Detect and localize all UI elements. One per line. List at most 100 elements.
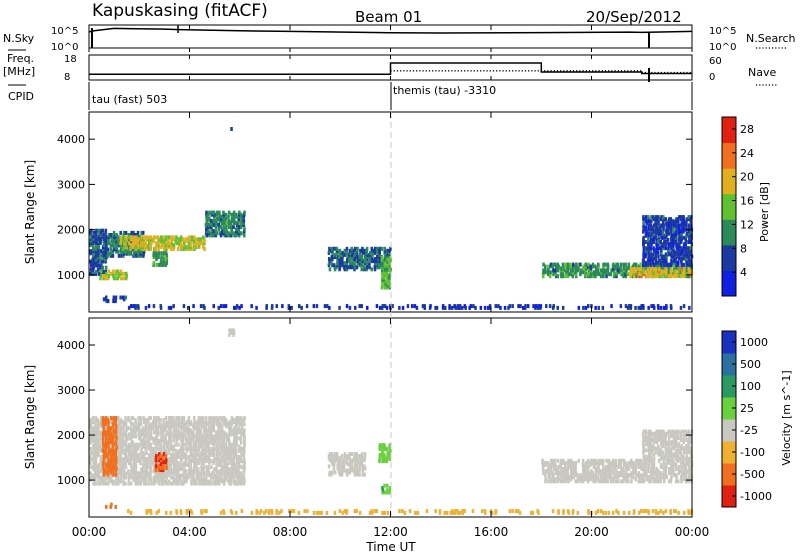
heatmap-cell bbox=[338, 257, 341, 262]
heatmap-cell bbox=[646, 267, 650, 272]
heatmap-cell bbox=[434, 509, 437, 514]
heatmap-cell bbox=[210, 477, 213, 482]
heatmap-cell bbox=[657, 429, 661, 434]
heatmap-cell bbox=[669, 431, 673, 436]
heatmap-cell bbox=[474, 305, 477, 310]
heatmap-cell bbox=[117, 481, 120, 486]
heatmap-cell bbox=[649, 267, 653, 272]
heatmap-cell bbox=[655, 448, 658, 453]
heatmap-cell bbox=[605, 274, 608, 279]
heatmap-cell bbox=[660, 260, 663, 265]
heatmap-cell bbox=[352, 466, 356, 471]
heatmap-cell bbox=[551, 471, 554, 476]
heatmap-cell bbox=[336, 464, 339, 469]
heatmap-cell bbox=[200, 481, 204, 486]
heatmap-cell bbox=[109, 460, 113, 465]
heatmap-cell bbox=[547, 479, 550, 484]
heatmap-cell bbox=[144, 418, 147, 423]
heatmap-cell bbox=[222, 509, 225, 514]
heatmap-cell bbox=[672, 225, 675, 230]
heatmap-cell bbox=[527, 304, 530, 309]
heatmap-cell bbox=[609, 272, 613, 277]
heatmap-cell bbox=[548, 304, 552, 309]
heatmap-cell bbox=[215, 212, 219, 217]
heatmap-cell bbox=[642, 223, 645, 228]
heatmap-cell bbox=[110, 271, 113, 276]
heatmap-cell bbox=[112, 472, 115, 477]
heatmap-cell bbox=[235, 481, 238, 486]
heatmap-cell bbox=[662, 246, 666, 251]
heatmap-cell bbox=[637, 479, 641, 484]
heatmap-cell bbox=[438, 509, 442, 514]
heatmap-cell bbox=[172, 438, 176, 443]
heatmap-cell bbox=[228, 442, 231, 447]
heatmap-cell bbox=[654, 235, 658, 240]
heatmap-cell bbox=[218, 416, 221, 421]
heatmap-cell bbox=[225, 438, 229, 443]
heatmap-cell bbox=[177, 434, 181, 439]
heatmap-cell bbox=[668, 479, 671, 484]
heatmap-cell bbox=[579, 262, 582, 267]
heatmap-cell bbox=[127, 448, 130, 453]
heatmap-cell bbox=[137, 251, 141, 256]
heatmap-cell bbox=[194, 465, 198, 470]
heatmap-cell bbox=[383, 453, 386, 458]
heatmap-cell bbox=[665, 227, 669, 232]
heatmap-cell bbox=[223, 420, 226, 425]
heatmap-cell bbox=[167, 239, 170, 244]
heatmap-cell bbox=[662, 429, 665, 434]
heatmap-cell bbox=[210, 446, 214, 451]
heatmap-cell bbox=[90, 261, 93, 266]
heatmap-cell bbox=[549, 458, 553, 463]
heatmap-cell bbox=[140, 467, 143, 472]
heatmap-cell bbox=[212, 231, 215, 236]
heatmap-cell bbox=[96, 253, 100, 258]
heatmap-cell bbox=[657, 473, 660, 478]
heatmap-cell bbox=[451, 509, 454, 514]
heatmap-cell bbox=[483, 509, 487, 514]
heatmap-cell bbox=[670, 446, 674, 451]
heatmap-cell bbox=[126, 426, 130, 431]
colorbar-swatch bbox=[722, 353, 736, 376]
heatmap-cell bbox=[596, 268, 600, 273]
heatmap-cell bbox=[338, 305, 341, 310]
heatmap-cell bbox=[363, 265, 366, 270]
heatmap-cell bbox=[689, 246, 693, 251]
heatmap-cell bbox=[635, 458, 638, 463]
heatmap-cell bbox=[572, 465, 575, 469]
heatmap-cell bbox=[230, 212, 233, 217]
heatmap-cell bbox=[228, 328, 231, 333]
heatmap-cell bbox=[650, 256, 653, 261]
heatmap-cell bbox=[142, 434, 146, 439]
heatmap-cell bbox=[358, 460, 362, 465]
heatmap-cell bbox=[202, 469, 205, 474]
heatmap-cell bbox=[642, 438, 646, 442]
heatmap-cell bbox=[127, 241, 131, 246]
heatmap-cell bbox=[242, 473, 245, 478]
heatmap-cell bbox=[590, 469, 593, 474]
heatmap-cell bbox=[228, 450, 231, 455]
heatmap-cell bbox=[239, 436, 243, 441]
heatmap-cell bbox=[179, 424, 183, 429]
heatmap-cell bbox=[378, 257, 381, 262]
heatmap-cell bbox=[112, 416, 116, 421]
heatmap-cell bbox=[172, 432, 175, 437]
heatmap-cell bbox=[106, 299, 110, 304]
heatmap-cell bbox=[207, 469, 210, 474]
heatmap-cell bbox=[386, 252, 390, 257]
heatmap-cell bbox=[647, 254, 651, 259]
heatmap-cell bbox=[167, 438, 171, 443]
heatmap-cell bbox=[170, 239, 173, 244]
heatmap-cell bbox=[89, 236, 93, 241]
heatmap-cell bbox=[92, 442, 96, 447]
heatmap-cell bbox=[212, 428, 216, 433]
heatmap-cell bbox=[96, 267, 100, 272]
heatmap-cell bbox=[109, 247, 113, 252]
heatmap-cell bbox=[660, 256, 663, 261]
heatmap-cell bbox=[114, 464, 117, 469]
heatmap-cell bbox=[207, 479, 210, 484]
heatmap-cell bbox=[152, 424, 156, 429]
heatmap-cell bbox=[674, 444, 678, 449]
heatmap-cell bbox=[660, 271, 663, 276]
